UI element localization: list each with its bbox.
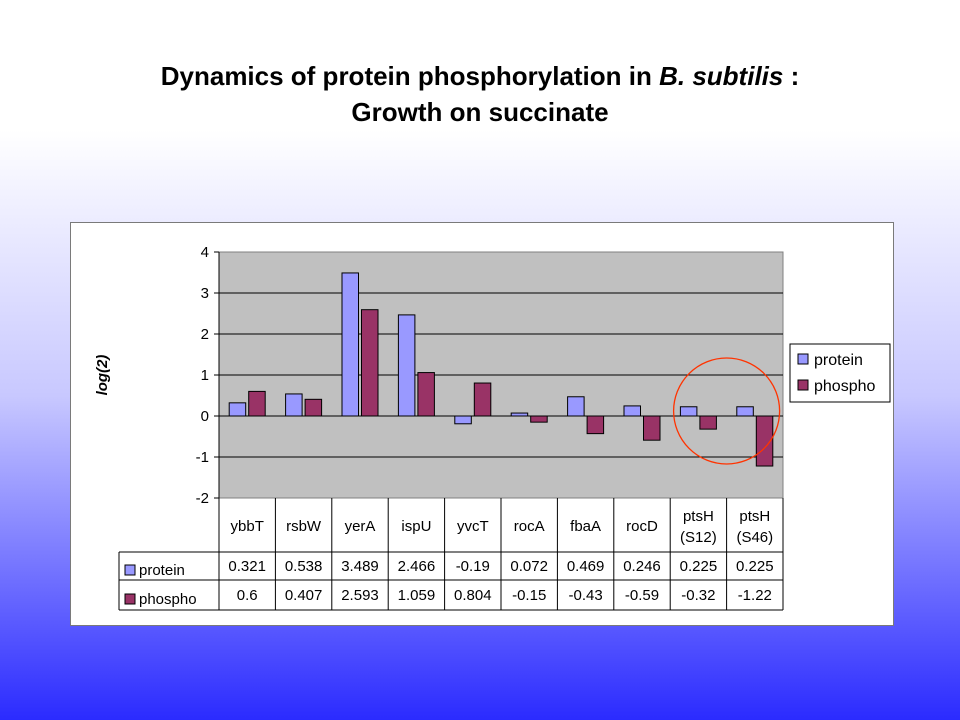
y-tick-label-4: 0 xyxy=(201,408,209,425)
bar-phospho-7 xyxy=(643,415,661,441)
bar-chart: 4 3 2 1 0 -1 -2 log(2) ybbT rsbW yerA ispU yvcT rocA f… xyxy=(94,244,891,611)
data-label-phospho-7: -0.59 xyxy=(625,587,659,604)
category-sublabel-8: (S12) xyxy=(680,529,717,546)
bar-protein-3 xyxy=(397,314,416,417)
data-label-protein-2: 3.489 xyxy=(341,558,379,575)
bar-phospho-2 xyxy=(361,309,379,417)
slide-title: Dynamics of protein phosphorylation in B… xyxy=(0,58,960,130)
title-line-1: Dynamics of protein phosphorylation in B… xyxy=(0,58,960,94)
category-label-1: rsbW xyxy=(286,518,322,535)
data-label-protein-0: 0.321 xyxy=(228,558,266,575)
category-label-0: ybbT xyxy=(231,518,264,535)
data-label-phospho-8: -0.32 xyxy=(681,587,715,604)
legend-label-phospho: phospho xyxy=(814,378,875,395)
data-label-protein-7: 0.246 xyxy=(623,558,661,575)
category-label-5: rocA xyxy=(514,518,545,535)
y-tick-label-0: 4 xyxy=(201,244,209,261)
data-label-phospho-3: 1.059 xyxy=(398,587,436,604)
data-label-phospho-9: -1.22 xyxy=(738,587,772,604)
data-label-protein-8: 0.225 xyxy=(680,558,718,575)
data-label-phospho-1: 0.407 xyxy=(285,587,323,604)
bar-protein-0 xyxy=(228,402,247,417)
data-label-protein-6: 0.469 xyxy=(567,558,605,575)
bar-phospho-1 xyxy=(304,398,323,417)
y-tick-label-1: 3 xyxy=(201,285,209,302)
bar-protein-4 xyxy=(454,415,472,425)
table-key-phospho xyxy=(124,593,136,605)
table-key-protein xyxy=(124,564,136,576)
table-series-label-phospho: phospho xyxy=(139,591,197,608)
category-label-3: ispU xyxy=(401,518,431,535)
y-axis-label: log(2) xyxy=(94,355,111,396)
data-label-protein-3: 2.466 xyxy=(398,558,436,575)
y-tick-label-2: 2 xyxy=(201,326,209,343)
bar-phospho-5 xyxy=(530,415,548,423)
title-organism: B. subtilis xyxy=(659,61,784,91)
bar-protein-7 xyxy=(623,405,641,417)
category-label-2: yerA xyxy=(345,518,376,535)
y-tick-label-3: 1 xyxy=(201,367,209,384)
data-label-phospho-2: 2.593 xyxy=(341,587,379,604)
bar-phospho-0 xyxy=(248,390,266,417)
bar-phospho-6 xyxy=(586,415,605,435)
category-label-7: rocD xyxy=(626,518,658,535)
bar-phospho-8 xyxy=(699,415,717,430)
data-label-phospho-6: -0.43 xyxy=(568,587,602,604)
title-prefix: Dynamics of protein phosphorylation in xyxy=(160,61,660,91)
bar-protein-2 xyxy=(341,272,359,417)
bar-phospho-4 xyxy=(473,382,492,417)
data-label-protein-1: 0.538 xyxy=(285,558,323,575)
data-label-protein-5: 0.072 xyxy=(510,558,548,575)
highlight-circle xyxy=(672,357,781,465)
data-label-phospho-0: 0.6 xyxy=(237,587,258,604)
title-suffix: : xyxy=(783,61,800,91)
y-tick-label-6: -2 xyxy=(196,490,209,507)
bar-protein-1 xyxy=(285,393,303,417)
category-label-4: yvcT xyxy=(457,518,489,535)
category-label-9: ptsH xyxy=(739,508,770,525)
bar-phospho-3 xyxy=(417,372,435,417)
legend-label-protein: protein xyxy=(814,352,863,369)
data-label-protein-4: -0.19 xyxy=(456,558,490,575)
category-sublabel-9: (S46) xyxy=(736,529,773,546)
bar-protein-9 xyxy=(736,406,754,417)
data-label-phospho-4: 0.804 xyxy=(454,587,492,604)
data-label-phospho-5: -0.15 xyxy=(512,587,546,604)
legend-key-phospho xyxy=(797,379,809,391)
table-series-label-protein: protein xyxy=(139,562,185,579)
chart-frame: 4 3 2 1 0 -1 -2 log(2) ybbT rsbW yerA ispU yvcT rocA f… xyxy=(70,222,894,626)
bar-protein-6 xyxy=(567,396,585,417)
bar-protein-8 xyxy=(679,406,698,417)
category-label-8: ptsH xyxy=(683,508,714,525)
title-line-2: Growth on succinate xyxy=(351,97,609,127)
y-tick-label-5: -1 xyxy=(196,449,209,466)
legend-key-protein xyxy=(797,353,809,365)
data-label-protein-9: 0.225 xyxy=(736,558,774,575)
category-label-6: fbaA xyxy=(570,518,601,535)
